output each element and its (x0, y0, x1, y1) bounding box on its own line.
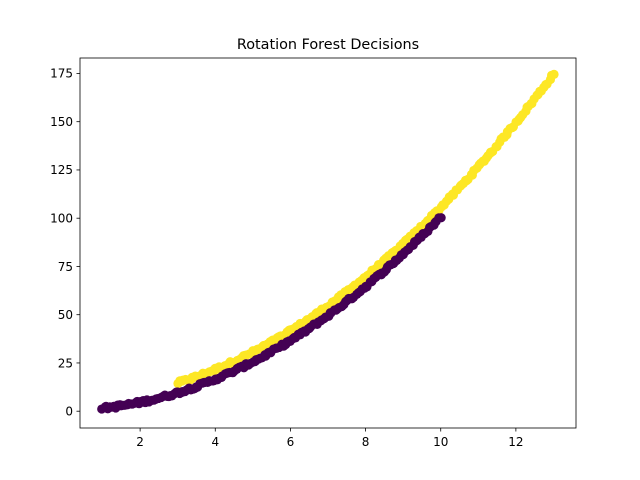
y-tick-label: 0 (65, 405, 73, 419)
y-tick-label: 175 (50, 67, 73, 81)
y-tick-label: 50 (58, 308, 73, 322)
y-tick-label: 25 (58, 356, 73, 370)
chart-title: Rotation Forest Decisions (237, 37, 419, 53)
x-tick-label: 10 (433, 435, 448, 449)
y-tick-label: 150 (50, 115, 73, 129)
y-tick-label: 125 (50, 163, 73, 177)
x-tick-label: 8 (362, 435, 370, 449)
x-tick-label: 6 (287, 435, 295, 449)
y-tick-label: 100 (50, 211, 73, 225)
x-tick-label: 2 (136, 435, 144, 449)
x-tick-label: 12 (508, 435, 523, 449)
data-point (437, 213, 446, 222)
y-tick-label: 75 (58, 260, 73, 274)
x-tick-label: 4 (211, 435, 219, 449)
data-point (549, 70, 558, 79)
